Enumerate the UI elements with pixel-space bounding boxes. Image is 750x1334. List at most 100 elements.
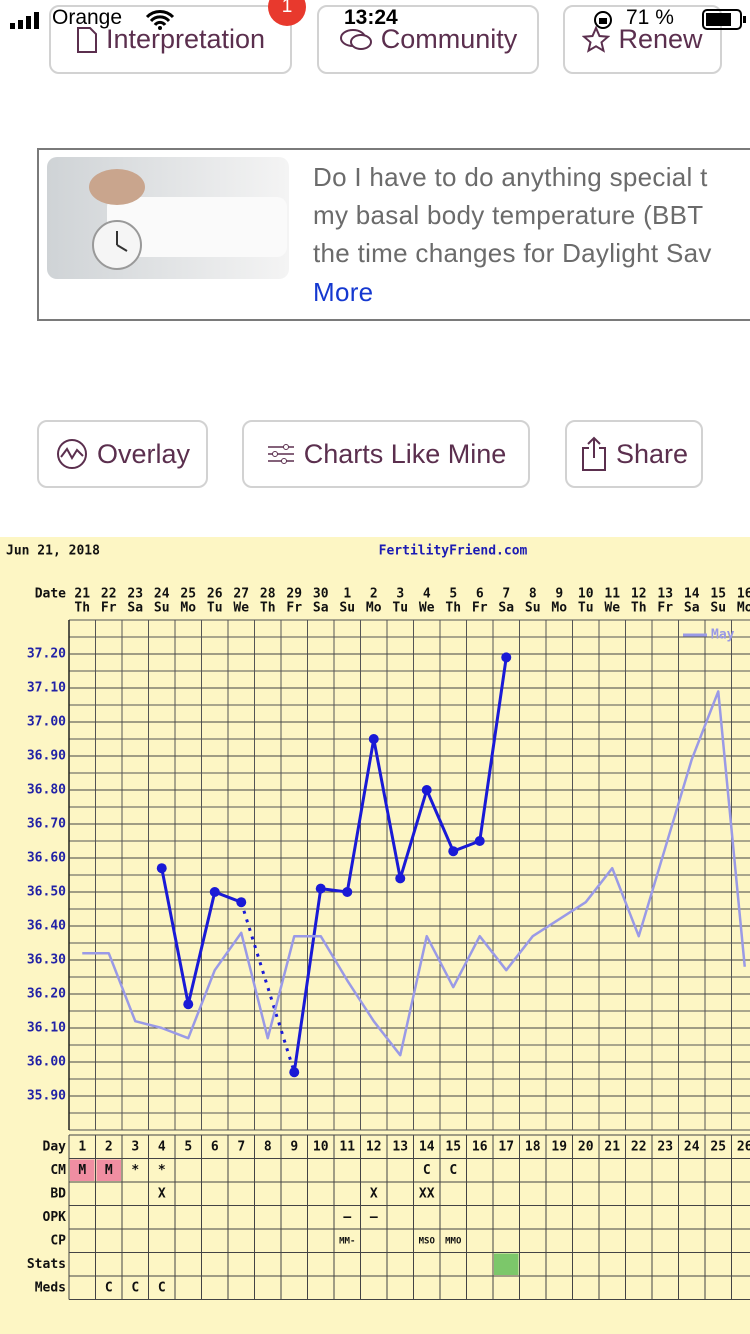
clock: 13:24 xyxy=(344,6,398,29)
y-tick-label: 35.90 xyxy=(27,1089,66,1104)
weekday-label: We xyxy=(233,601,249,616)
cycle-day: 8 xyxy=(264,1139,272,1154)
weekday-label: Mo xyxy=(737,601,750,616)
date-label: 2 xyxy=(370,587,378,602)
date-label: 4 xyxy=(423,587,431,602)
cell-highlight xyxy=(494,1253,519,1275)
date-label: 14 xyxy=(684,587,700,602)
row-label: Stats xyxy=(27,1257,66,1272)
date-label: 30 xyxy=(313,587,329,602)
carrier: Orange xyxy=(52,6,123,29)
date-label: 11 xyxy=(604,587,620,602)
article-text: the time changes for Daylight Sav xyxy=(313,238,712,268)
weekday-label: Su xyxy=(710,601,726,616)
temp-point xyxy=(289,1067,300,1078)
date-label: 6 xyxy=(476,587,484,602)
cycle-day: 22 xyxy=(631,1139,647,1154)
cell-text: X xyxy=(370,1186,378,1201)
renew-button[interactable]: Renew xyxy=(563,5,722,74)
weekday-label: Th xyxy=(631,601,647,616)
chat-icon xyxy=(339,28,372,50)
article-card[interactable]: Do I have to do anything special t my ba… xyxy=(37,148,750,321)
weekday-label: Su xyxy=(339,601,355,616)
weekday-label: Sa xyxy=(127,601,143,616)
date-label: 22 xyxy=(101,587,117,602)
share-icon xyxy=(581,436,606,471)
weekday-label: Tu xyxy=(392,601,408,616)
cell-text: C xyxy=(105,1280,113,1295)
row-label: Day xyxy=(43,1139,67,1154)
cell-highlight xyxy=(96,1159,121,1181)
y-tick-label: 36.30 xyxy=(27,953,66,968)
share-button[interactable]: Share xyxy=(565,420,703,488)
cycle-day: 6 xyxy=(211,1139,219,1154)
temp-point xyxy=(448,846,459,857)
temp-point xyxy=(156,863,167,874)
weekday-label: We xyxy=(419,601,435,616)
cell-text: XX xyxy=(419,1186,435,1201)
date-label: 8 xyxy=(529,587,537,602)
date-label: 27 xyxy=(233,587,249,602)
cell-text: – xyxy=(370,1210,378,1225)
date-label: 23 xyxy=(127,587,143,602)
date-label: Date xyxy=(35,587,66,602)
date-label: 5 xyxy=(449,587,457,602)
community-button[interactable]: Community xyxy=(317,5,539,74)
cycle-day: 2 xyxy=(105,1139,113,1154)
row-label: OPK xyxy=(43,1210,67,1225)
cycle-day: 18 xyxy=(525,1139,541,1154)
cycle-day: 25 xyxy=(710,1139,726,1154)
weekday-label: Mo xyxy=(180,601,196,616)
temp-point xyxy=(209,887,220,897)
article-image xyxy=(47,157,289,279)
cell-text: C xyxy=(449,1163,457,1178)
y-tick-label: 36.10 xyxy=(27,1021,66,1036)
lock-icon xyxy=(594,11,612,29)
weekday-label: Mo xyxy=(551,601,567,616)
weekday-label: Tu xyxy=(578,601,594,616)
cycle-day: 24 xyxy=(684,1139,700,1154)
filter-icon xyxy=(267,444,294,464)
cycle-day: 4 xyxy=(158,1139,166,1154)
cycle-day: 21 xyxy=(604,1139,620,1154)
battery-icon xyxy=(702,9,746,30)
temp-point xyxy=(342,887,353,897)
date-label: 26 xyxy=(207,587,223,602)
y-tick-label: 36.90 xyxy=(27,749,66,764)
row-label: CP xyxy=(50,1233,66,1248)
temp-point xyxy=(368,734,379,744)
button-label: Community xyxy=(380,24,518,54)
charts-like-mine-button[interactable]: Charts Like Mine xyxy=(242,420,530,488)
cycle-day: 5 xyxy=(184,1139,192,1154)
weekday-label: Th xyxy=(74,601,90,616)
temp-point xyxy=(501,652,512,663)
temp-point xyxy=(421,785,432,795)
weekday-label: Mo xyxy=(366,601,382,616)
weekday-label: Sa xyxy=(684,601,700,616)
y-tick-label: 36.80 xyxy=(27,783,66,798)
chart-date: Jun 21, 2018 xyxy=(6,544,100,559)
weekday-label: Fr xyxy=(657,601,673,616)
legend-label: May xyxy=(711,628,735,643)
cycle-day: 13 xyxy=(392,1139,408,1154)
button-label: Overlay xyxy=(96,438,191,469)
y-tick-label: 36.00 xyxy=(27,1055,66,1070)
date-label: 25 xyxy=(180,587,196,602)
date-label: 7 xyxy=(502,587,510,602)
date-label: 29 xyxy=(286,587,302,602)
cycle-day: 9 xyxy=(290,1139,298,1154)
cell-text: M xyxy=(105,1163,113,1178)
date-label: 10 xyxy=(578,587,594,602)
row-label: CM xyxy=(50,1163,66,1178)
cell-text: * xyxy=(131,1163,139,1178)
overlay-button[interactable]: Overlay xyxy=(37,420,208,488)
cycle-day: 15 xyxy=(445,1139,461,1154)
button-label: Share xyxy=(615,438,689,469)
cell-text: M xyxy=(78,1163,86,1178)
more-link[interactable]: More xyxy=(313,277,374,307)
cell-text: MM- xyxy=(339,1236,355,1246)
cycle-day: 7 xyxy=(237,1139,245,1154)
cycle-day: 12 xyxy=(366,1139,382,1154)
series-line xyxy=(82,690,746,1057)
temp-point xyxy=(183,999,194,1010)
